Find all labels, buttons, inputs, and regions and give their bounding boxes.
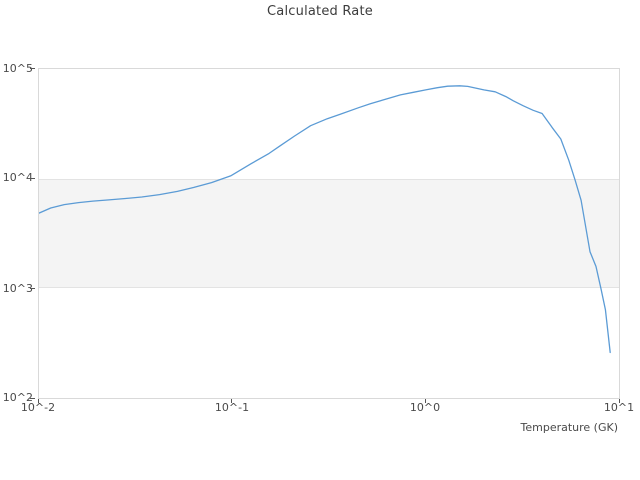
y-tick-label: 10^5 — [2, 62, 33, 75]
x-axis-title: Temperature (GK) — [520, 421, 619, 434]
x-tick-label: 10^0 — [409, 401, 441, 414]
x-tick-label: 10^1 — [603, 401, 635, 414]
y-tick-mark — [30, 178, 35, 179]
y-tick-label: 10^3 — [2, 282, 33, 295]
x-tick-mark — [38, 399, 39, 403]
rate-curve-svg — [39, 85, 611, 354]
x-tick-label: 10^-2 — [20, 401, 56, 414]
y-tick-mark — [30, 288, 35, 289]
y-tick-label: 10^4 — [2, 171, 33, 184]
rate-curve-line — [39, 85, 611, 354]
y-tick-mark — [30, 398, 35, 399]
plot-area — [38, 68, 620, 399]
x-tick-mark — [619, 399, 620, 403]
x-tick-mark — [425, 399, 426, 403]
y-tick-label: 10^2 — [2, 391, 33, 404]
y-tick-mark — [30, 68, 35, 69]
x-tick-mark — [231, 399, 232, 403]
x-tick-label: 10^-1 — [214, 401, 250, 414]
chart-title: Calculated Rate — [267, 4, 373, 19]
